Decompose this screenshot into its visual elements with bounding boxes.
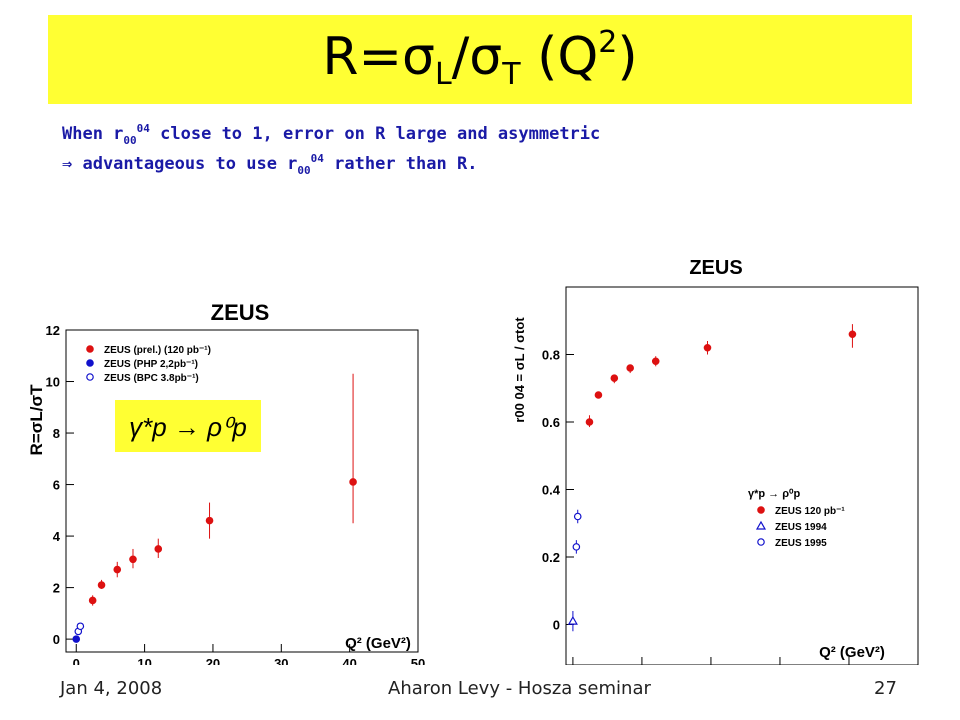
plot-frame <box>65 329 419 653</box>
y-tick-label: 0 <box>53 632 60 647</box>
legend-marker <box>86 345 94 353</box>
legend-label: ZEUS (PHP 2,2pb⁻¹) <box>104 359 198 370</box>
legend: ZEUS (prel.) (120 pb⁻¹) ZEUS (PHP 2,2pb⁻¹… <box>86 345 211 384</box>
y-axis-title: r00 04 = σL / σtot <box>512 317 527 423</box>
x-axis-title: Q² (GeV²) <box>345 635 411 652</box>
footer-center: Aharon Levy - Hosza seminar <box>388 678 651 699</box>
y-tick-label: 0 <box>553 618 560 633</box>
title-banner: R=σL/σT (Q2) <box>48 15 912 104</box>
legend-marker <box>86 359 94 367</box>
y-tick-label: 4 <box>53 529 61 544</box>
process-inset <box>115 400 261 452</box>
y-tick-label: 0.2 <box>542 550 560 565</box>
y-axis-title-group: r00 04 = σL / σtot <box>512 317 527 423</box>
data-point <box>610 374 619 382</box>
legend: γ*p → ρ⁰p ZEUS 120 pb⁻¹ ZEUS 1994 ZEUS 1995 <box>748 488 845 549</box>
data-point <box>72 635 81 643</box>
data-point <box>567 615 578 625</box>
x-axis-title: Q² (GeV²) <box>819 644 885 661</box>
x-axis-title-group: Q² (GeV²) <box>345 635 411 652</box>
footer-page-number: 27 <box>874 678 897 699</box>
legend-label: ZEUS 1995 <box>775 538 827 549</box>
data-point <box>585 418 594 426</box>
note-line-2: ⇒ advantageous to use r0004 rather than … <box>62 152 478 177</box>
data-point <box>349 478 357 486</box>
footer-date: Jan 4, 2008 <box>60 678 163 699</box>
data-point <box>848 330 857 339</box>
y-tick-label: 10 <box>46 375 60 390</box>
data-point <box>703 343 712 352</box>
y-tick-label: 6 <box>53 478 60 493</box>
x-tick-label: 50 <box>411 656 425 665</box>
data-point <box>129 555 137 564</box>
x-tick-label: 20 <box>206 656 220 665</box>
data-point <box>76 622 85 631</box>
y-tick-label: 0.4 <box>542 483 561 498</box>
data-point <box>594 391 603 399</box>
legend-marker <box>757 506 765 514</box>
data-point <box>97 581 106 589</box>
process-inset-label: γ*p → ρ⁰p <box>129 412 247 442</box>
slide-title: R=σL/σT (Q2) <box>322 25 638 92</box>
chart-r0004-vs-q2: ZEUS r00 04 = σL / σtot Q² (GeV²) 010203… <box>512 257 919 665</box>
legend-label: ZEUS 1994 <box>775 522 827 533</box>
legend-label: ZEUS 120 pb⁻¹ <box>775 506 845 517</box>
y-axis-title: R=σL/σT <box>27 384 46 456</box>
y-tick-label: 12 <box>46 323 60 338</box>
y-tick-label: 0.6 <box>542 415 560 430</box>
y-axis-title-group: R=σL/σT <box>27 384 46 456</box>
data-point <box>154 545 163 553</box>
x-tick-label: 40 <box>342 656 356 665</box>
chart-title: ZEUS <box>211 300 270 325</box>
data-point <box>205 516 214 525</box>
chart-r-vs-q2: ZEUS R=σL/σT Q² (GeV²) 0 10 20 30 40 50 0 2 4 6 8 1… <box>27 300 425 665</box>
y-tick-label: 2 <box>53 581 60 596</box>
note-line-1: When r0004 close to 1, error on R large … <box>62 122 601 147</box>
legend-marker <box>757 538 765 546</box>
data-point <box>651 357 660 366</box>
data-point <box>88 596 97 605</box>
legend-label: ZEUS (BPC 3.8pb⁻¹) <box>104 373 199 384</box>
x-tick-label: 10 <box>137 656 151 665</box>
data-point <box>573 512 582 521</box>
y-tick-label: 8 <box>53 426 60 441</box>
legend-label: ZEUS (prel.) (120 pb⁻¹) <box>104 345 211 356</box>
plot-frame <box>565 286 919 665</box>
x-tick-label: 0 <box>73 656 80 665</box>
data-point <box>572 543 581 551</box>
y-tick-label: 0.8 <box>542 348 560 363</box>
legend-marker <box>755 520 767 530</box>
data-point <box>626 364 634 372</box>
x-tick-label: 30 <box>274 656 288 665</box>
chart-title: ZEUS <box>689 257 742 279</box>
data-point <box>113 565 122 574</box>
legend-title: γ*p → ρ⁰p <box>748 488 800 500</box>
legend-marker <box>86 373 94 381</box>
